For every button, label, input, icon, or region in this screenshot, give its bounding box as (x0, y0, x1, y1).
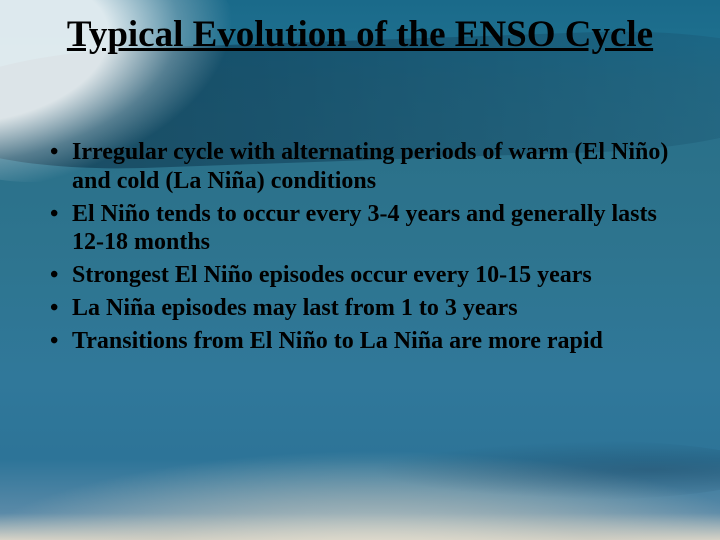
bullet-item: El Niño tends to occur every 3-4 years a… (44, 200, 680, 258)
slide-content: Typical Evolution of the ENSO Cycle Irre… (0, 0, 720, 540)
bullet-item: La Niña episodes may last from 1 to 3 ye… (44, 294, 680, 323)
bullet-item: Transitions from El Niño to La Niña are … (44, 327, 680, 356)
bullet-list: Irregular cycle with alternating periods… (44, 138, 680, 360)
bullet-item: Strongest El Niño episodes occur every 1… (44, 261, 680, 290)
bullet-item: Irregular cycle with alternating periods… (44, 138, 680, 196)
slide: Typical Evolution of the ENSO Cycle Irre… (0, 0, 720, 540)
slide-title: Typical Evolution of the ENSO Cycle (0, 14, 720, 57)
